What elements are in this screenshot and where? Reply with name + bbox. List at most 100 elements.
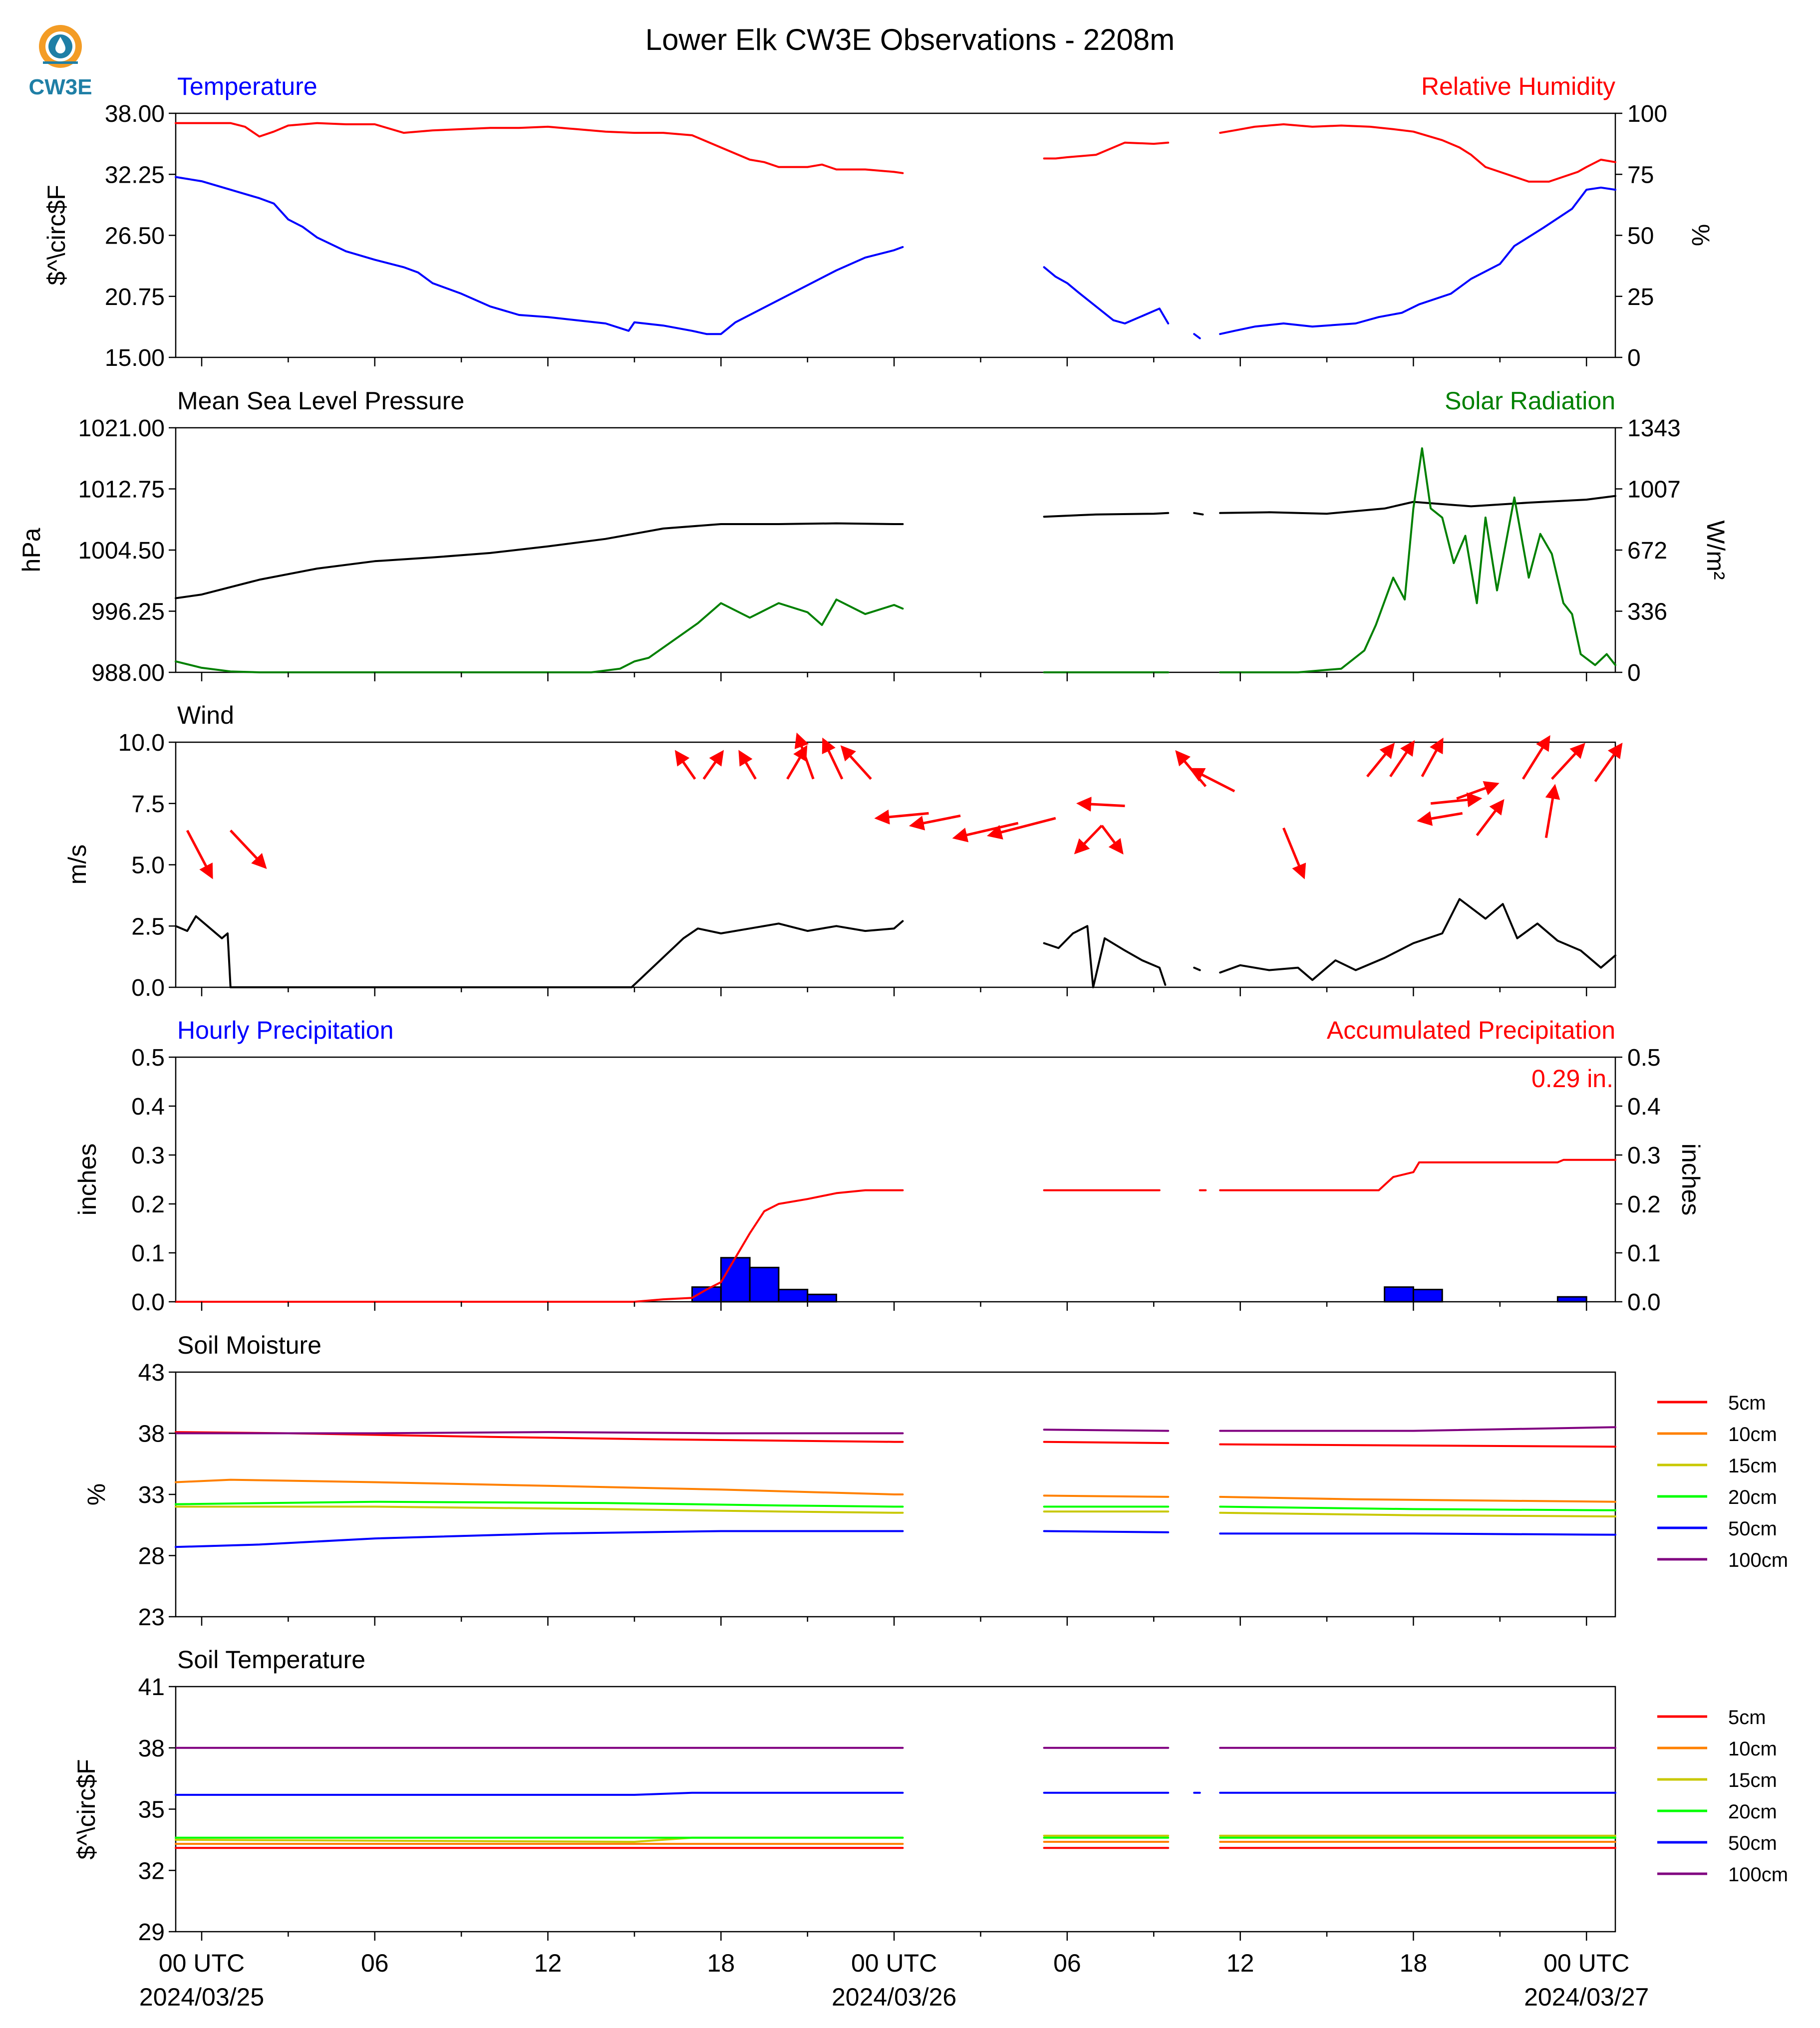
soil-temperature-left-ticks: 29 32 35 38 41 [138, 1674, 176, 1946]
legend-label: 5cm [1728, 1707, 1766, 1729]
y-tick-label: 1343 [1627, 415, 1681, 442]
x-tick-label: 06 [361, 1949, 389, 1977]
soil-moisture-unit-label: % [82, 1483, 110, 1505]
x-tick-label: 06 [1053, 1949, 1081, 1977]
cw3e-logo: CW3E [28, 25, 92, 99]
legend-label: 100cm [1728, 1864, 1788, 1886]
wind-title: Wind [177, 701, 234, 729]
wind-direction-arrow [794, 732, 815, 780]
rh-right-ticks: 0 25 50 75 100 [1615, 101, 1667, 371]
y-tick-label: 1007 [1627, 477, 1681, 503]
50cm-line [175, 1791, 1616, 1796]
soil-temperature-panel: 29 32 35 38 41 5cm 10cm 15cm 20cm 50cm 100cm 00 U… [72, 1646, 1788, 2011]
precip-right-unit-label: inches [1677, 1144, 1705, 1216]
temperature-panel: 15.00 20.75 26.50 32.25 38.00 0 25 50 75 100 Tem… [42, 72, 1715, 371]
hourly-precip-bar [807, 1293, 838, 1303]
y-tick-label: 38.00 [105, 101, 165, 127]
wind-direction-arrow [1430, 792, 1483, 808]
hourly-precip-bar [720, 1257, 751, 1303]
y-tick-label: 100 [1627, 101, 1667, 127]
y-tick-label: 32 [138, 1858, 165, 1884]
legend-label: 50cm [1728, 1832, 1777, 1854]
legend-label: 100cm [1728, 1549, 1788, 1571]
wind-speed-line [175, 898, 1616, 988]
y-tick-label: 0.5 [1627, 1045, 1661, 1071]
logo-droplet-icon [55, 37, 65, 53]
solar-unit-label: W/m² [1702, 520, 1730, 579]
y-tick-label: 41 [138, 1674, 165, 1701]
precip-left-ticks: 0.0 0.1 0.2 0.3 0.4 0.5 [131, 1045, 176, 1316]
y-tick-label: 0.0 [131, 975, 165, 1001]
hourly-precip-bar [1412, 1289, 1443, 1303]
x-tick-label: 18 [1400, 1949, 1428, 1977]
y-tick-label: 336 [1627, 599, 1667, 625]
precip-x-ticks [201, 1302, 1587, 1311]
y-tick-label: 23 [138, 1604, 165, 1631]
pressure-plot-area [175, 447, 1616, 673]
soil-moisture-left-ticks: 23 28 33 38 43 [138, 1360, 176, 1631]
temperature-unit-label: $^\circ$F [42, 185, 70, 285]
wind-direction-arrow [186, 830, 213, 879]
wind-direction-arrow [840, 745, 872, 780]
temperature-plot-area [175, 122, 1616, 339]
wind-direction-arrow [1417, 811, 1463, 826]
50cm-line [175, 1530, 1616, 1548]
x-date-label: 2024/03/26 [832, 1983, 956, 2011]
y-tick-label: 0 [1627, 660, 1641, 686]
legend-label: 20cm [1728, 1486, 1777, 1508]
y-tick-label: 1004.50 [78, 538, 165, 564]
soil-moisture-title: Soil Moisture [177, 1331, 321, 1359]
wind-direction-arrow [1074, 825, 1103, 855]
x-tick-label: 18 [707, 1949, 735, 1977]
y-tick-label: 29 [138, 1919, 165, 1946]
wind-direction-arrow [909, 814, 961, 831]
pressure-x-ticks [201, 672, 1587, 681]
100cm-line [175, 1426, 1616, 1435]
wind-direction-arrow [822, 737, 844, 780]
wind-unit-label: m/s [63, 845, 91, 885]
y-tick-label: 0.5 [131, 1045, 165, 1071]
wind-direction-arrow [229, 830, 267, 869]
soil-temperature-legend: 5cm 10cm 15cm 20cm 50cm 100cm [1657, 1707, 1788, 1886]
hourly-precip-title: Hourly Precipitation [177, 1016, 394, 1044]
wind-direction-arrow [1551, 743, 1585, 780]
hourly-precip-bar [778, 1289, 809, 1303]
legend-label: 5cm [1728, 1392, 1766, 1414]
y-tick-label: 33 [138, 1482, 165, 1508]
legend-label: 50cm [1728, 1518, 1777, 1540]
y-tick-label: 25 [1627, 284, 1654, 310]
relative-humidity-line [175, 122, 1616, 183]
wind-direction-arrow [1521, 735, 1550, 780]
y-tick-label: 26.50 [105, 223, 165, 250]
y-tick-label: 0.2 [1627, 1191, 1661, 1218]
soil-moisture-plot-area [175, 1426, 1616, 1548]
precip-plot-area [175, 1159, 1616, 1303]
soil-temperature-title: Soil Temperature [177, 1646, 365, 1674]
solar-right-ticks: 0 336 672 1007 1343 [1615, 415, 1681, 686]
y-tick-label: 5.0 [131, 853, 165, 879]
wind-direction-arrow [1366, 743, 1395, 778]
wind-direction-arrow [1594, 742, 1623, 783]
precip-left-unit-label: inches [73, 1144, 101, 1216]
x-tick-label: 12 [534, 1949, 562, 1977]
precip-total-label: 0.29 in. [1531, 1065, 1613, 1093]
y-tick-label: 28 [138, 1543, 165, 1570]
wind-direction-arrow [1389, 740, 1415, 778]
15cm-line [175, 1505, 1616, 1518]
wind-direction-arrow [1421, 737, 1444, 777]
soil-moisture-legend: 5cm 10cm 15cm 20cm 50cm 100cm [1657, 1392, 1788, 1571]
y-tick-label: 0.4 [131, 1094, 165, 1120]
y-tick-label: 0.1 [131, 1240, 165, 1267]
y-tick-label: 0.0 [131, 1289, 165, 1316]
wind-left-ticks: 0.0 2.5 5.0 7.5 10.0 [118, 730, 176, 1001]
y-tick-label: 2.5 [131, 913, 165, 940]
x-tick-label: 00 UTC [851, 1949, 937, 1977]
solar-radiation-line [175, 447, 1616, 673]
pressure-panel: 988.00 996.25 1004.50 1012.75 1021.00 0 336 67… [17, 387, 1730, 686]
accumulated-precipitation-line [175, 1159, 1616, 1303]
y-tick-label: 0.4 [1627, 1094, 1661, 1120]
pressure-left-ticks: 988.00 996.25 1004.50 1012.75 1021.00 [78, 415, 176, 686]
mean-sea-level-pressure-line [175, 495, 1616, 599]
